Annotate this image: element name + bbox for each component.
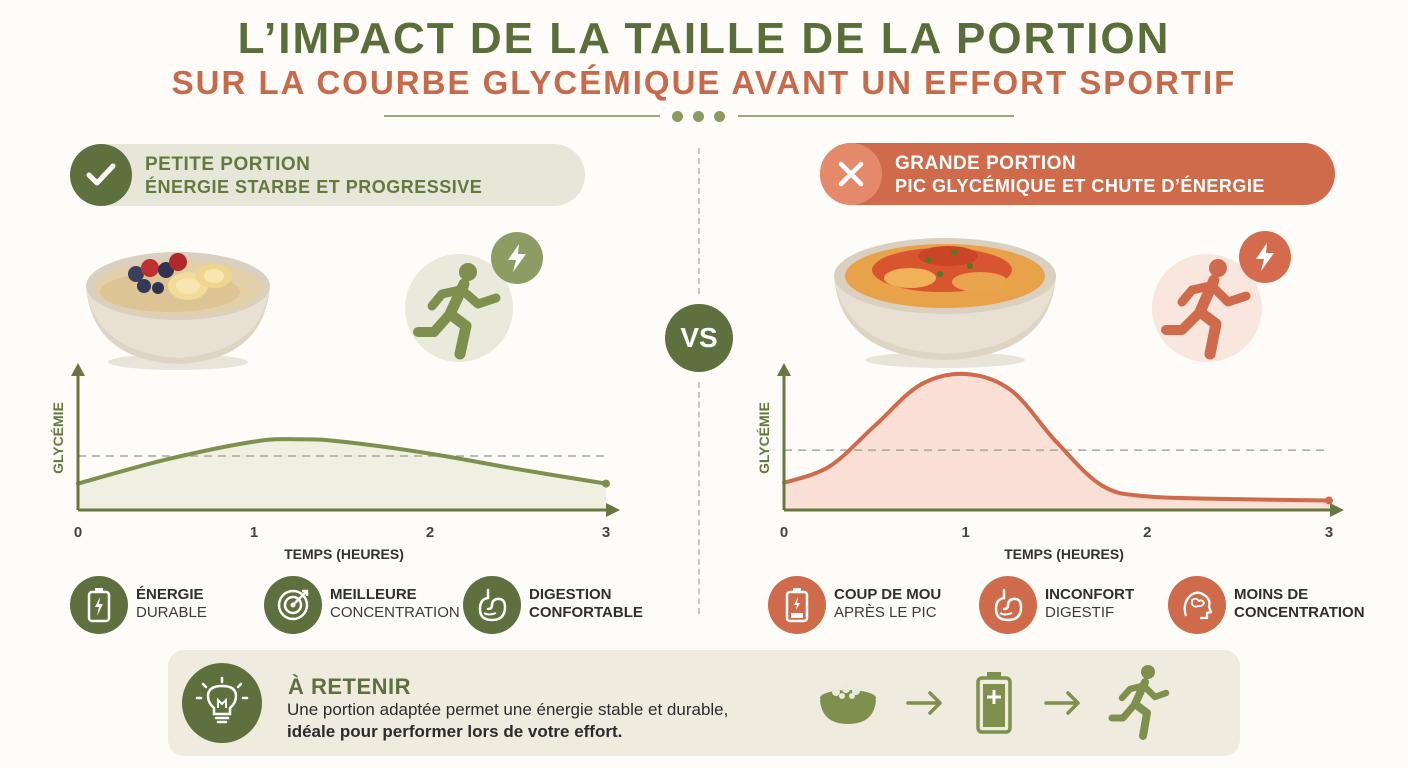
pasta-bowl-icon <box>834 238 1056 368</box>
bolt-icon-right <box>1239 231 1291 283</box>
stomach-icon <box>463 576 521 634</box>
x-axis-arrow <box>606 503 620 517</box>
feature-label-1: MEILLEURE <box>330 586 417 603</box>
glycemia-chart-large: GLYCÉMIE 0 1 2 3 TEMPS (HEURES) <box>756 363 1344 562</box>
battery-icon <box>976 672 1012 734</box>
chart-area-fill <box>784 373 1329 510</box>
x-tick-3: 3 <box>602 524 610 541</box>
check-icon <box>70 144 132 206</box>
runner-icon-right <box>1161 259 1251 360</box>
large-portion-subtitle: PIC GLYCÉMIQUE ET CHUTE D’ÉNERGIE <box>895 176 1265 196</box>
x-tick-0: 0 <box>780 524 788 541</box>
main-title: L’IMPACT DE LA TAILLE DE LA PORTION <box>237 14 1171 63</box>
main-subtitle: SUR LA COURBE GLYCÉMIQUE AVANT UN EFFORT… <box>171 64 1237 101</box>
takeaway-title: À RETENIR <box>288 674 412 699</box>
curve-end-point <box>602 479 610 488</box>
x-axis-label: TEMPS (HEURES) <box>1004 546 1124 562</box>
feature-label-2: DIGESTIF <box>1045 604 1115 621</box>
x-tick-1: 1 <box>250 524 258 541</box>
x-axis-arrow <box>1330 503 1344 517</box>
feature-label-1: ÉNERGIE <box>136 586 204 603</box>
feature-label-1: MOINS DE <box>1234 586 1309 603</box>
arrow-right-icon <box>1044 691 1080 715</box>
bowl-icon <box>820 685 876 724</box>
center-divider <box>698 148 700 294</box>
y-axis-label: GLYCÉMIE <box>50 402 66 474</box>
runner-icon <box>1108 665 1170 740</box>
title-divider <box>384 106 1024 126</box>
x-tick-1: 1 <box>961 524 969 541</box>
glycemia-chart-small: GLYCÉMIE 0 1 2 3 TEMPS (HEURES) <box>50 363 620 562</box>
y-axis-label: GLYCÉMIE <box>756 402 772 474</box>
y-axis-arrow <box>71 363 85 376</box>
cross-icon <box>820 143 882 205</box>
feature-label-2: CONCENTRATION <box>330 604 460 621</box>
glycemia-curve <box>76 437 608 486</box>
x-tick-3: 3 <box>1325 524 1333 541</box>
feature-label-1: COUP DE MOU <box>834 586 942 603</box>
curve-end-point <box>1325 496 1333 505</box>
glycemia-curve <box>782 371 1331 503</box>
feature-label-2: APRÈS LE PIC <box>834 604 937 621</box>
feature-label-1: INCONFORT <box>1045 586 1135 603</box>
x-axis-label: TEMPS (HEURES) <box>284 546 404 562</box>
takeaway-line-2: idéale pour performer lors de votre effo… <box>287 722 623 741</box>
x-tick-0: 0 <box>74 524 82 541</box>
runner-icon <box>413 263 501 360</box>
takeaway-line-1: Une portion adaptée permet une énergie s… <box>287 700 729 719</box>
brain-icon <box>1168 576 1226 634</box>
center-divider-lower <box>698 382 700 614</box>
key-takeaway-box: À RETENIR Une portion adaptée permet une… <box>168 650 1240 756</box>
target-icon <box>264 576 322 634</box>
feature-label-2: CONFORTABLE <box>529 604 643 621</box>
x-tick-2: 2 <box>426 524 434 541</box>
battery-icon <box>70 576 128 634</box>
vs-badge: VS <box>665 304 733 372</box>
x-tick-2: 2 <box>1143 524 1151 541</box>
y-axis-arrow <box>777 363 791 376</box>
large-portion-banner: GRANDE PORTION PIC GLYCÉMIQUE ET CHUTE D… <box>820 143 1335 205</box>
feature-label-1: DIGESTION <box>529 586 612 603</box>
small-portion-title: PETITE PORTION <box>145 154 311 175</box>
stomach-icon <box>979 576 1037 634</box>
small-portion-banner: PETITE PORTION ÉNERGIE STARBE ET PROGRES… <box>70 144 585 206</box>
feature-label-2: CONCENTRATION <box>1234 604 1365 621</box>
lightbulb-icon <box>182 663 262 743</box>
oatmeal-bowl-icon <box>86 252 270 370</box>
large-portion-title: GRANDE PORTION <box>895 153 1077 174</box>
feature-label-2: DURABLE <box>136 604 207 621</box>
arrow-right-icon <box>906 691 942 715</box>
low-battery-icon <box>768 576 826 634</box>
bolt-icon <box>491 232 543 284</box>
chart-area-fill <box>78 439 606 510</box>
small-portion-subtitle: ÉNERGIE STARBE ET PROGRESSIVE <box>145 177 483 197</box>
